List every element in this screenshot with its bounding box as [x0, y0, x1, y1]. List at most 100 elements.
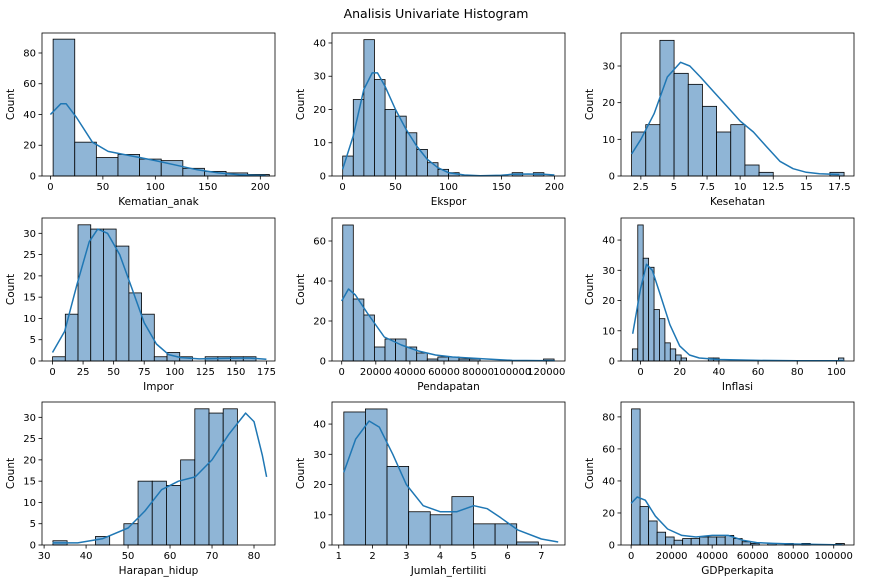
x-tick-label: 150	[198, 182, 217, 193]
axes-frame	[41, 401, 276, 546]
kde-line	[51, 228, 267, 361]
histogram-bar	[180, 459, 196, 546]
histogram-bar	[682, 538, 692, 546]
histogram-bar	[374, 346, 386, 362]
y-tick-label: 10	[23, 498, 36, 509]
histogram-bar	[128, 292, 142, 362]
histogram-bar	[665, 536, 675, 546]
y-tick-label: 60	[313, 237, 326, 248]
histogram-bar	[374, 79, 386, 177]
histogram-bar	[473, 523, 496, 546]
x-tick-label: 50	[107, 367, 120, 378]
x-axis-label: Kematian_anak	[118, 196, 199, 208]
histogram-bar	[741, 541, 752, 546]
y-axis-label: Count	[5, 274, 17, 305]
y-tick-label: 20	[602, 508, 615, 519]
x-tick-label: 80000	[777, 551, 809, 562]
histogram-bar	[656, 531, 667, 546]
histogram-bar	[664, 342, 671, 362]
y-axis-label: Count	[584, 89, 596, 120]
histogram-bar	[680, 357, 687, 362]
x-tick-label: 100	[439, 182, 458, 193]
y-tick-label: 30	[23, 229, 36, 240]
x-axis-label: Ekspor	[431, 196, 467, 208]
histogram-bar	[716, 536, 726, 546]
histogram-panel-3: 0 25 50 75 100 125 150 175 0 5 10 15 20 25 30 Impor Coun…	[5, 217, 276, 393]
y-tick-label: 0	[30, 541, 36, 552]
histogram-bar	[645, 124, 661, 177]
axes-frame	[331, 401, 566, 546]
x-tick-label: 1	[336, 551, 342, 562]
x-tick-label: 25	[77, 367, 90, 378]
y-tick-label: 0	[609, 172, 615, 183]
y-tick-label: 20	[602, 98, 615, 109]
histogram-bar	[639, 506, 650, 546]
y-tick-label: 20	[313, 317, 326, 328]
x-tick-label: 0	[47, 182, 53, 193]
histogram-bar	[117, 154, 141, 177]
y-tick-label: 0	[320, 172, 326, 183]
y-tick-label: 10	[23, 314, 36, 325]
x-tick-label: 10	[734, 182, 747, 193]
x-tick-label: 15	[800, 182, 813, 193]
x-tick-label: 3	[403, 551, 409, 562]
histogram-bar	[673, 539, 684, 546]
histogram-bar	[516, 541, 539, 546]
histogram-bar	[95, 157, 119, 177]
x-tick-label: 7	[538, 551, 544, 562]
y-tick-label: 0	[30, 357, 36, 368]
histogram-bar	[716, 131, 732, 177]
kde-line	[631, 263, 845, 362]
y-axis-label: Count	[295, 274, 307, 305]
x-tick-label: 40	[713, 367, 726, 378]
kde-line	[49, 102, 266, 177]
y-tick-label: 10	[313, 510, 326, 521]
histogram-bar	[363, 39, 375, 177]
panels: 0 50 100 150 200020406080Kematian_anakCount0…	[5, 32, 855, 577]
histogram-bar	[702, 105, 717, 177]
histogram-bar	[744, 164, 760, 177]
y-axis-label: Count	[295, 89, 307, 120]
y-tick-label: 0	[609, 357, 615, 368]
x-tick-label: 0	[637, 367, 643, 378]
x-axis-label: Inflasi	[722, 381, 753, 393]
histogram-panel-8: 0 20000 40000 60000 80000 100000 0 20 40 60 80 GDPp…	[584, 401, 855, 577]
histogram-bar	[151, 480, 167, 546]
x-tick-label: 80	[248, 551, 261, 562]
histogram-bar	[659, 318, 666, 362]
kde-line	[630, 496, 842, 546]
x-tick-label: 60000	[428, 367, 460, 378]
histogram-bar	[699, 536, 709, 546]
x-tick-label: 0	[49, 367, 55, 378]
histogram-bar	[429, 514, 453, 546]
y-tick-label: 5	[30, 335, 36, 346]
histogram-bar	[343, 411, 366, 546]
histogram-bar	[384, 109, 397, 177]
y-tick-label: 0	[30, 172, 36, 183]
x-tick-label: 100000	[493, 367, 531, 378]
x-tick-label: 0	[339, 182, 345, 193]
histogram-bar	[208, 412, 224, 546]
y-tick-label: 40	[602, 476, 615, 487]
y-tick-label: 30	[313, 72, 326, 83]
x-tick-label: 2	[369, 551, 375, 562]
kde-line	[341, 288, 555, 362]
x-tick-label: 150	[226, 367, 245, 378]
histogram-bar	[90, 228, 104, 362]
histogram-bar	[687, 83, 703, 177]
histogram-panel-6: 30 40 50 60 70 80 0 5 10 15 20 25 30 Harapan_hidup Cou…	[5, 401, 276, 577]
y-tick-label: 20	[602, 296, 615, 307]
histogram-bar	[103, 228, 117, 362]
x-tick-label: 30	[38, 551, 51, 562]
y-axis-label: Count	[295, 458, 307, 489]
y-tick-label: 15	[23, 293, 36, 304]
histogram-bar	[166, 485, 182, 546]
x-axis-label: Kesehatan	[710, 196, 765, 208]
x-tick-label: 150	[492, 182, 511, 193]
histogram-bar	[707, 536, 718, 546]
y-tick-label: 10	[602, 135, 615, 146]
y-tick-label: 80	[602, 412, 615, 423]
x-tick-label: 80	[791, 367, 804, 378]
y-tick-label: 80	[23, 48, 36, 59]
histogram-bar	[95, 536, 111, 546]
